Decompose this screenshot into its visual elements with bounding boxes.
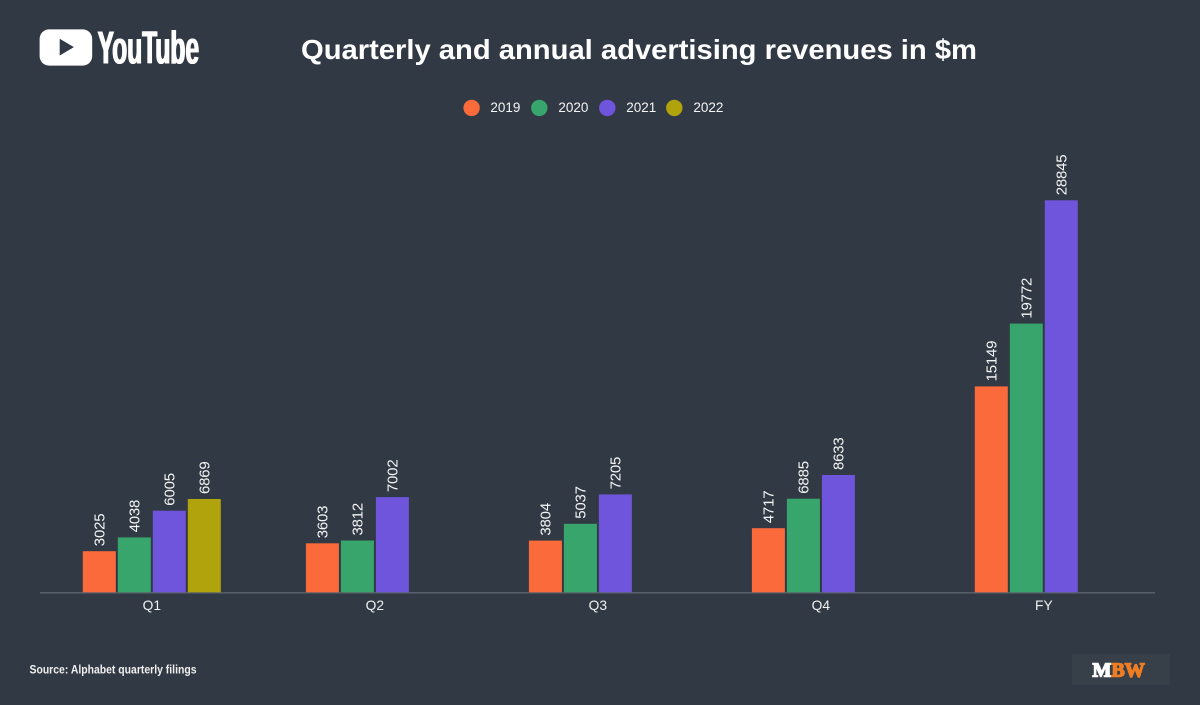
svg-text:2020: 2020 <box>558 100 588 115</box>
svg-text:15149: 15149 <box>984 341 1001 382</box>
svg-text:2022: 2022 <box>693 100 723 115</box>
svg-text:YouTube: YouTube <box>97 22 199 74</box>
svg-text:2019: 2019 <box>490 100 520 115</box>
svg-text:Q1: Q1 <box>143 598 161 613</box>
svg-text:Q2: Q2 <box>366 598 384 613</box>
svg-text:3812: 3812 <box>350 503 367 536</box>
svg-text:3804: 3804 <box>538 503 555 536</box>
svg-text:Q3: Q3 <box>589 598 608 613</box>
svg-text:4717: 4717 <box>761 491 778 524</box>
svg-text:4038: 4038 <box>127 500 144 533</box>
svg-text:Quarterly and annual advertisi: Quarterly and annual advertising revenue… <box>301 34 977 65</box>
svg-text:BW: BW <box>1111 659 1144 681</box>
svg-text:19772: 19772 <box>1019 278 1036 319</box>
svg-text:7002: 7002 <box>385 460 402 493</box>
svg-text:6005: 6005 <box>162 473 179 506</box>
svg-text:6885: 6885 <box>796 461 813 494</box>
svg-text:Q4: Q4 <box>812 598 831 613</box>
svg-text:FY: FY <box>1035 598 1053 613</box>
svg-text:3603: 3603 <box>315 506 332 539</box>
svg-text:7205: 7205 <box>608 457 625 490</box>
svg-text:Source: Alphabet quarterly fil: Source: Alphabet quarterly filings <box>30 664 197 676</box>
svg-text:28845: 28845 <box>1054 155 1071 196</box>
svg-text:5037: 5037 <box>573 486 590 519</box>
svg-text:3025: 3025 <box>92 514 109 547</box>
svg-text:8633: 8633 <box>831 437 848 470</box>
svg-text:M: M <box>1093 659 1112 681</box>
svg-text:YouTube: YouTube <box>98 22 200 74</box>
svg-text:2021: 2021 <box>626 100 656 115</box>
svg-text:6869: 6869 <box>197 461 214 494</box>
